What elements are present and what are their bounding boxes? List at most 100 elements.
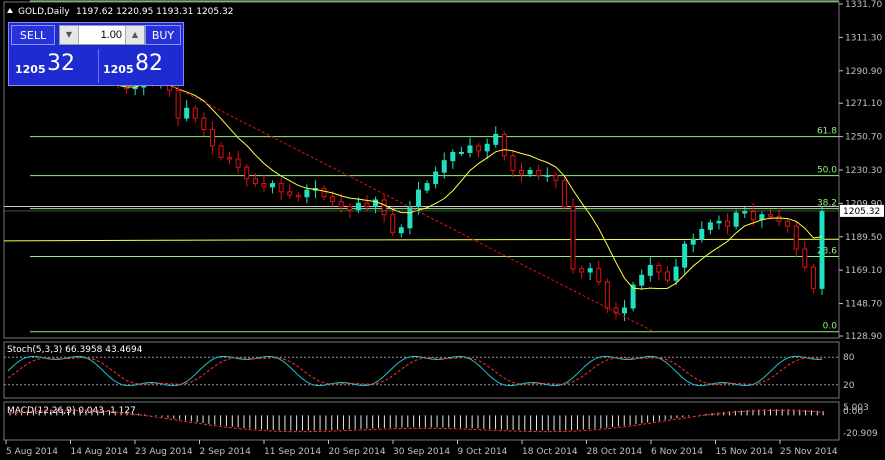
stochastic-axis-label: 80 xyxy=(843,353,855,363)
candle-body xyxy=(304,189,310,198)
stochastic-frame xyxy=(3,341,840,399)
macd-axis-label: 5.003 xyxy=(843,403,869,413)
horizontal-level-line xyxy=(3,238,840,242)
chevron-down-icon[interactable]: ▼ xyxy=(60,26,79,44)
fibonacci-level-label: 61.8 xyxy=(817,127,837,137)
candle-body xyxy=(484,143,490,152)
candle-body xyxy=(458,151,464,154)
time-axis-label: 2 Sep 2014 xyxy=(200,447,252,457)
candle-body xyxy=(561,179,567,208)
candle-body xyxy=(278,183,284,193)
time-axis-label: 25 Nov 2014 xyxy=(780,447,838,457)
macd-axis-label: -20.909 xyxy=(843,429,878,439)
candle-body xyxy=(767,214,773,217)
candle-body xyxy=(656,264,662,273)
time-axis-label: 6 Nov 2014 xyxy=(651,447,703,457)
candle-body xyxy=(476,145,482,152)
candle-body xyxy=(398,227,404,234)
candle-body xyxy=(690,238,696,245)
trend-line xyxy=(154,76,655,333)
candle-body xyxy=(330,196,336,203)
price-axis-label: 1250.70 xyxy=(845,133,882,143)
current-price-box xyxy=(840,204,884,217)
time-axis-label: 15 Nov 2014 xyxy=(716,447,774,457)
buy-price-pips: 82 xyxy=(135,51,163,76)
time-axis-label: 30 Sep 2014 xyxy=(393,447,450,457)
candle-body xyxy=(699,228,705,240)
buy-price[interactable]: 1205 82 xyxy=(98,49,183,83)
price-axis-label: 1290.90 xyxy=(845,67,882,77)
candle-body xyxy=(519,169,525,175)
price-axis-label: 1230.30 xyxy=(845,166,882,176)
candle-body xyxy=(613,307,619,314)
time-axis-label: 14 Aug 2014 xyxy=(71,447,129,457)
sell-price[interactable]: 1205 32 xyxy=(11,49,95,83)
fibonacci-level-label: 23.6 xyxy=(817,246,837,256)
candle-body xyxy=(373,199,379,208)
candle-body xyxy=(759,214,765,221)
moving-average-line xyxy=(117,83,823,290)
candle-body xyxy=(664,271,670,281)
candle-body xyxy=(424,183,430,191)
candle-body xyxy=(553,174,559,181)
price-axis-label: 1189.50 xyxy=(845,233,882,243)
time-axis-label: 18 Oct 2014 xyxy=(522,447,578,457)
candle-body xyxy=(347,206,353,211)
time-axis-label: 9 Oct 2014 xyxy=(458,447,508,457)
candle-body xyxy=(819,210,825,289)
candle-body xyxy=(381,199,387,216)
candle-body xyxy=(673,266,679,281)
price-axis-label: 1148.70 xyxy=(845,300,882,310)
candle-body xyxy=(501,133,507,157)
macd-label: MACD(12,26,9) 0.043 -1.127 xyxy=(7,406,136,416)
candle-body xyxy=(270,183,276,188)
candle-body xyxy=(355,202,361,211)
stochastic-main-line xyxy=(7,355,823,387)
candle-body xyxy=(441,160,447,173)
price-axis-label: 1169.10 xyxy=(845,266,882,276)
lot-size-input[interactable] xyxy=(80,26,124,44)
candle-body xyxy=(321,187,327,198)
candle-body xyxy=(295,194,301,198)
price-axis-label: 1331.70 xyxy=(845,0,882,10)
candle-body xyxy=(235,158,241,168)
lot-size-field: ▼ ▲ xyxy=(59,25,145,45)
candle-body xyxy=(175,89,181,119)
candle-body xyxy=(527,169,533,175)
candle-body xyxy=(287,191,293,196)
chevron-up-icon[interactable]: ▲ xyxy=(125,26,144,44)
candle-body xyxy=(596,268,602,283)
one-click-trading-panel: SELL ▼ ▲ BUY 1205 32 1205 82 xyxy=(8,22,184,86)
candle-body xyxy=(622,307,628,314)
candle-body xyxy=(802,248,808,268)
macd-signal-line xyxy=(9,409,824,433)
time-axis-label: 11 Sep 2014 xyxy=(264,447,321,457)
candle-body xyxy=(793,225,799,250)
candle-body xyxy=(776,215,782,222)
candle-body xyxy=(209,129,215,147)
candle-body xyxy=(227,156,233,160)
current-price-label: 1205.32 xyxy=(843,207,880,217)
chart-symbol: GOLD,Daily xyxy=(18,7,70,17)
price-axis-label: 1311.30 xyxy=(845,33,882,43)
candle-body xyxy=(218,145,224,158)
candle-body xyxy=(261,183,267,188)
candle-body xyxy=(493,133,499,145)
macd-frame xyxy=(3,401,840,441)
candle-body xyxy=(536,169,542,176)
candle-body xyxy=(415,189,421,208)
time-axis-label: 28 Oct 2014 xyxy=(587,447,643,457)
candle-body xyxy=(587,268,593,273)
sell-price-handle: 1205 xyxy=(15,63,46,76)
buy-button[interactable]: BUY xyxy=(145,25,181,45)
sell-price-pips: 32 xyxy=(47,51,75,76)
candle-body xyxy=(467,145,473,153)
candle-body xyxy=(184,107,190,119)
candle-body xyxy=(433,171,439,185)
sell-button[interactable]: SELL xyxy=(11,25,55,45)
fibonacci-level-label: 38.2 xyxy=(817,199,837,209)
candle-body xyxy=(570,206,576,270)
candle-body xyxy=(450,151,456,162)
macd-axis-label: 0.00 xyxy=(843,407,863,417)
